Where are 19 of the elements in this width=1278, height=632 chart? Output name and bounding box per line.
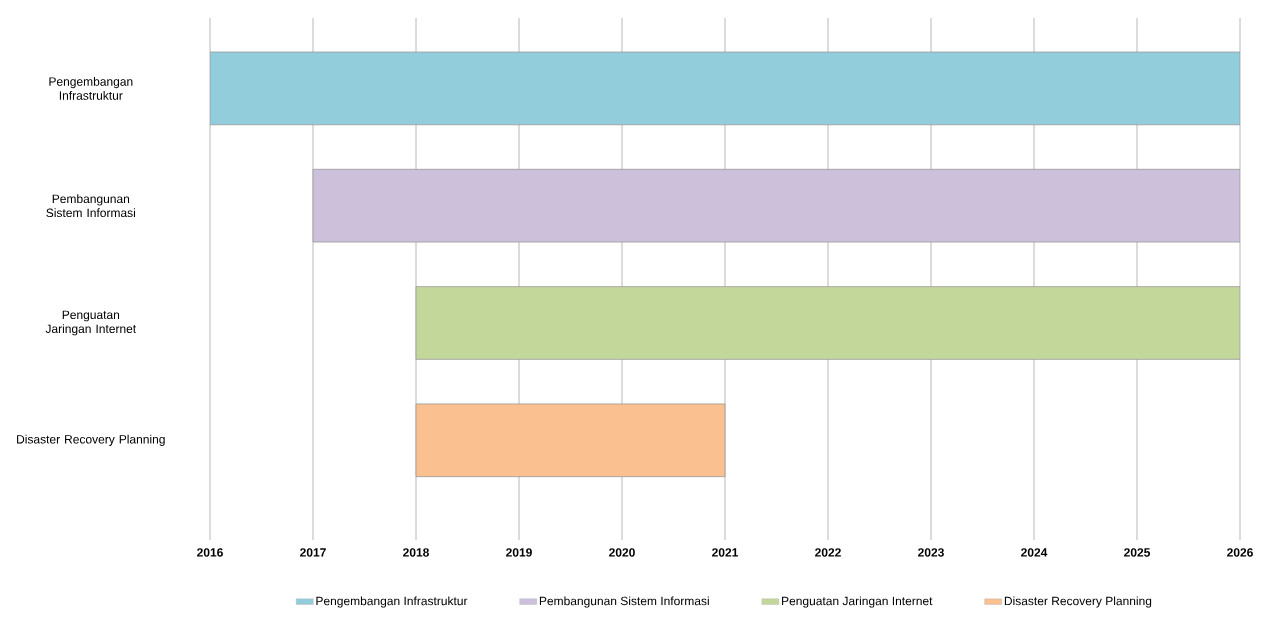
x-tick-label: 2025 [1124,548,1151,557]
x-tick-label: 2020 [609,548,635,557]
x-tick-label: 2019 [506,548,532,557]
x-tick-label: 2023 [918,548,944,557]
x-tick-label: 2024 [1021,548,1048,557]
y-tick-label: Pengembangan Infrastruktur [49,76,133,100]
legend-label: Disaster Recovery Planning [1004,596,1152,608]
y-tick-label: Disaster Recovery Planning [17,434,165,446]
x-tick-label: 2018 [403,548,429,557]
legend-label: Pembangunan Sistem Informasi [539,596,709,608]
x-tick-label: 2017 [300,548,326,557]
x-tick-label: 2016 [197,548,223,557]
x-tick-label: 2021 [712,548,739,557]
y-tick-label: Penguatan Jaringan Internet [45,310,137,336]
x-tick-label: 2026 [1227,548,1253,557]
y-tick-label: Pembangunan Sistem Informasi [46,194,135,218]
x-tick-label: 2022 [815,548,841,557]
legend-label: Penguatan Jaringan Internet [782,596,933,608]
legend-label: Pengembangan Infrastruktur [316,596,468,608]
